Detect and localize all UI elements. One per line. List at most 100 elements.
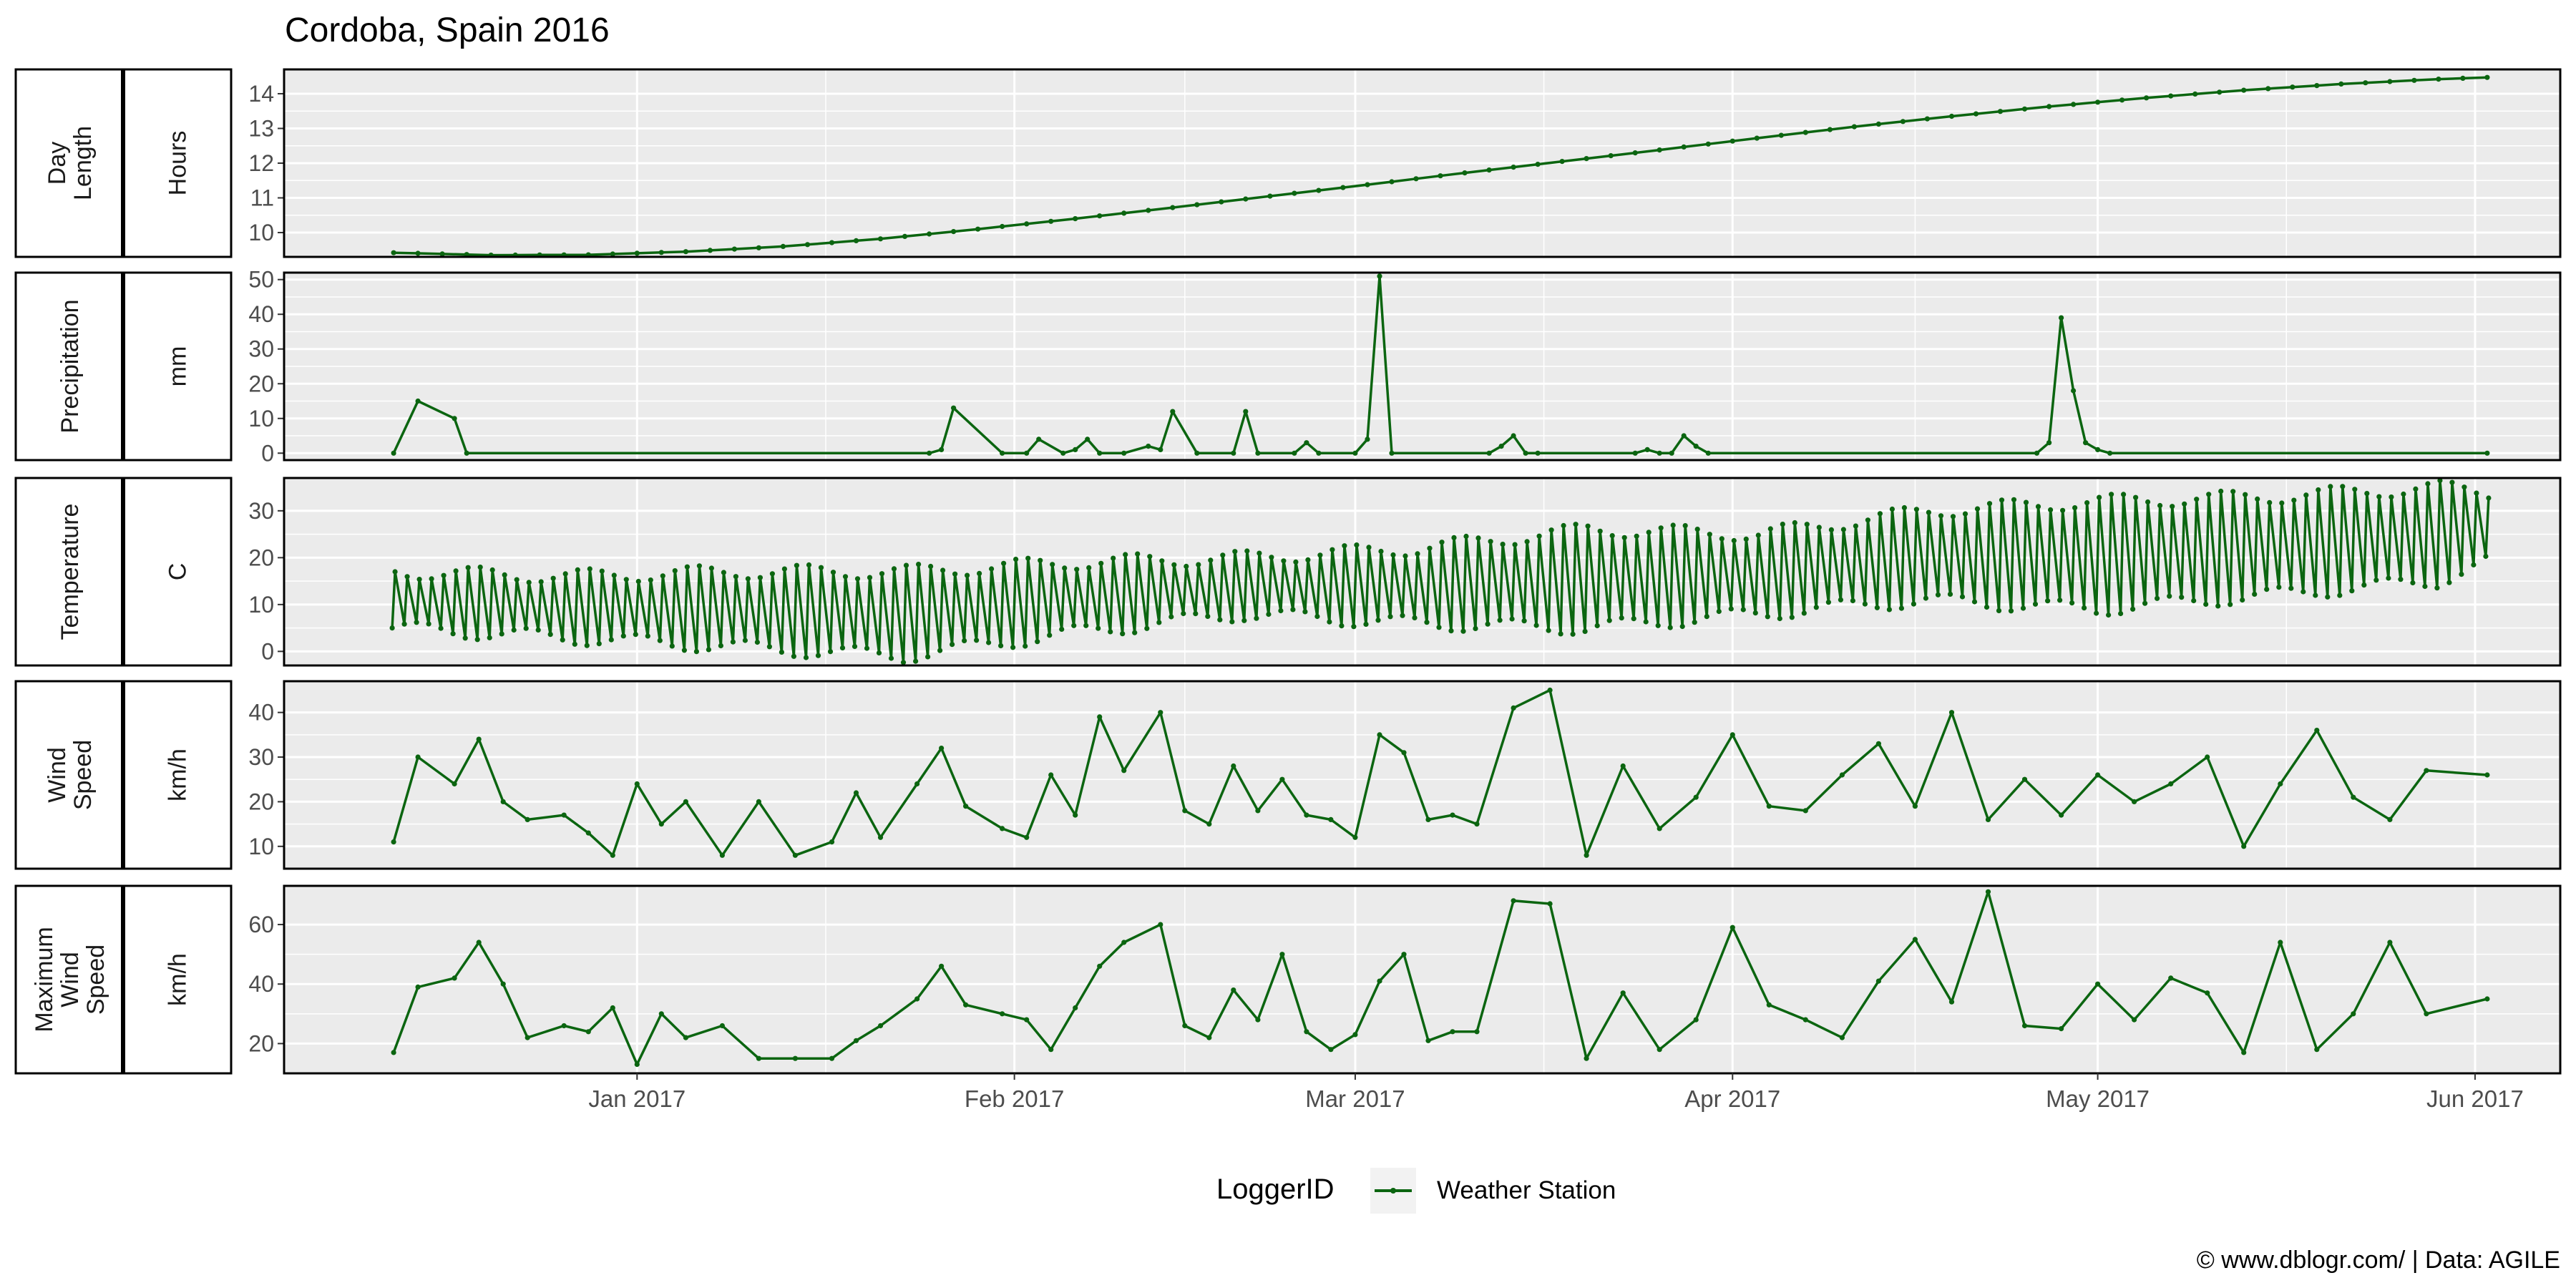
data-point <box>842 574 849 580</box>
data-point <box>1086 565 1092 571</box>
data-point <box>1013 557 1019 562</box>
data-point <box>1108 629 1113 635</box>
data-point <box>648 577 653 583</box>
y-tick-label: 11 <box>250 185 274 211</box>
data-point <box>392 569 398 575</box>
data-point <box>1693 794 1699 800</box>
data-point <box>1874 605 1880 610</box>
data-point <box>693 649 700 655</box>
data-point <box>2462 484 2467 490</box>
data-point <box>657 638 663 643</box>
data-point <box>1281 558 1287 564</box>
data-point <box>2035 504 2041 509</box>
data-point <box>1000 1011 1005 1017</box>
data-point <box>927 231 932 237</box>
data-point <box>1743 536 1749 542</box>
data-point <box>1778 132 1784 138</box>
data-point <box>2328 484 2333 489</box>
data-point <box>2205 990 2210 996</box>
data-point <box>2228 602 2233 608</box>
data-point <box>1158 447 1163 453</box>
data-point <box>1158 922 1163 927</box>
data-point <box>706 647 712 653</box>
data-point <box>719 1023 726 1029</box>
data-point <box>2314 1047 2320 1053</box>
data-point <box>2314 83 2320 89</box>
data-point <box>974 638 980 643</box>
data-point <box>719 852 726 858</box>
data-point <box>1293 559 1299 565</box>
data-point <box>940 567 946 573</box>
data-point <box>1825 600 1831 605</box>
data-point <box>1169 614 1174 620</box>
data-point <box>2023 499 2029 505</box>
data-point <box>792 1055 798 1061</box>
strip-name-label: Precipitation <box>57 299 84 433</box>
data-point <box>635 578 641 585</box>
data-point <box>523 625 529 631</box>
data-point <box>1609 533 1615 539</box>
data-point <box>1767 526 1773 532</box>
data-point <box>1485 621 1491 627</box>
data-point <box>1217 617 1223 623</box>
data-point <box>2034 450 2040 456</box>
data-point <box>1097 714 1103 720</box>
data-point <box>560 637 565 643</box>
data-point <box>1511 898 1516 904</box>
data-point <box>511 627 517 633</box>
data-point <box>1352 1032 1358 1038</box>
data-point <box>1755 532 1761 538</box>
data-point <box>839 645 846 651</box>
data-point <box>2021 776 2028 782</box>
data-point <box>476 736 482 742</box>
data-point <box>963 1002 969 1008</box>
data-point <box>502 572 507 578</box>
data-point <box>1693 444 1699 449</box>
data-point <box>1731 537 1737 544</box>
data-point <box>2059 1026 2064 1032</box>
data-point <box>584 643 590 648</box>
data-point <box>1924 116 1930 122</box>
data-point <box>489 567 495 573</box>
data-point <box>757 575 763 580</box>
legend-key-point <box>1390 1188 1396 1194</box>
data-point <box>1241 618 1247 623</box>
data-point <box>1402 553 1408 559</box>
data-point <box>1450 1029 1455 1035</box>
data-point <box>683 799 689 804</box>
data-point <box>1512 542 1518 547</box>
x-tick-label: Mar 2017 <box>1305 1085 1405 1112</box>
data-point <box>1193 611 1199 617</box>
y-tick-label: 0 <box>261 638 274 664</box>
data-point <box>2386 575 2391 581</box>
data-point <box>1827 127 1833 132</box>
data-point <box>2203 601 2209 608</box>
data-point <box>1047 633 1053 638</box>
data-point <box>2349 588 2355 594</box>
data-point <box>1304 812 1309 818</box>
data-point <box>1752 610 1758 616</box>
data-point <box>1048 772 1054 778</box>
data-point <box>998 643 1004 649</box>
data-point <box>1789 615 1795 620</box>
y-tick-label: 40 <box>248 700 274 726</box>
data-point <box>1231 987 1236 993</box>
data-point <box>2095 772 2101 778</box>
data-point <box>756 245 761 250</box>
data-point <box>1000 223 1005 230</box>
data-point <box>1828 527 1834 533</box>
data-point <box>2337 592 2343 598</box>
data-point <box>1619 615 1624 621</box>
data-point <box>1229 619 1235 625</box>
data-point <box>742 638 748 643</box>
data-point <box>1184 563 1189 570</box>
data-point <box>939 447 945 453</box>
y-tick-label: 20 <box>248 545 274 570</box>
data-point <box>1474 821 1480 827</box>
y-tick-label: 60 <box>248 912 274 937</box>
data-point <box>1584 156 1589 162</box>
data-point <box>1584 1055 1589 1061</box>
data-point <box>864 645 870 651</box>
y-tick-label: 10 <box>248 834 274 859</box>
data-point <box>525 816 530 822</box>
